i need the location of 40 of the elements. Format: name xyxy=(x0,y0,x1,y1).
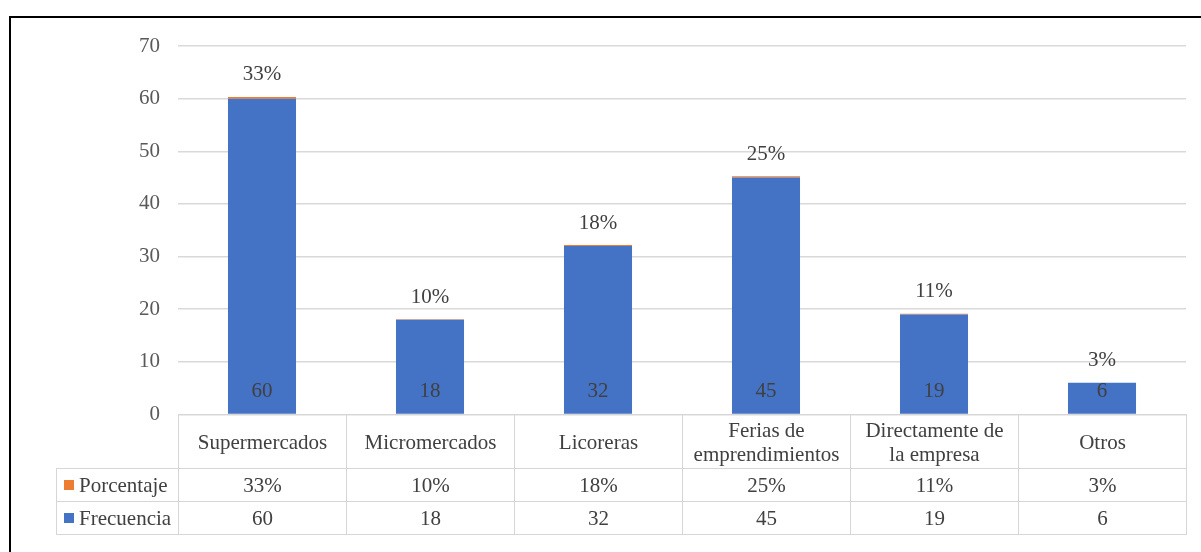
y-tick-label: 70 xyxy=(139,32,160,57)
y-tick-label: 0 xyxy=(149,400,160,425)
y-tick-label: 60 xyxy=(139,85,160,110)
y-tick-label: 30 xyxy=(139,243,160,268)
data-label: 6 xyxy=(1097,506,1108,531)
data-label: 60 xyxy=(252,506,273,531)
data-label: 18% xyxy=(579,473,618,498)
data-label: 25% xyxy=(747,473,786,498)
y-tick-label: 10 xyxy=(139,348,160,373)
y-tick-label: 20 xyxy=(139,295,160,320)
x-tick-label: Supermercados xyxy=(197,429,328,454)
text: 60 xyxy=(251,378,273,403)
data-label: 11% xyxy=(915,473,954,498)
text: 33% xyxy=(242,61,282,86)
y-tick-label: 50 xyxy=(139,137,160,162)
text: 25% xyxy=(746,140,786,165)
text: 45 xyxy=(755,378,777,403)
y-tick-label: 40 xyxy=(139,190,160,215)
text: 10% xyxy=(410,283,450,308)
x-tick-label: Ferias de emprendimientos xyxy=(692,417,841,466)
text: 3% xyxy=(1088,347,1116,372)
x-tick-label: Otros xyxy=(1079,429,1126,454)
x-tick-label: Directamente de la empresa xyxy=(864,417,1005,466)
text: 18 xyxy=(419,378,441,403)
data-label: 19 xyxy=(924,506,945,531)
data-label: 33% xyxy=(243,473,282,498)
text: 6 xyxy=(1096,378,1108,403)
text: 19 xyxy=(923,378,945,403)
x-tick-label: Micromercados xyxy=(364,429,497,454)
text: 18% xyxy=(578,209,618,234)
data-label: 10% xyxy=(411,473,450,498)
data-label: 18 xyxy=(420,506,441,531)
data-label: 3% xyxy=(1088,473,1117,498)
legend-label: Frecuencia xyxy=(79,506,172,531)
text: 11% xyxy=(915,278,953,303)
text: 32 xyxy=(587,378,609,403)
data-label: 45 xyxy=(756,506,777,531)
x-tick-label: Licoreras xyxy=(558,429,639,454)
data-label: 32 xyxy=(588,506,609,531)
legend-label: Porcentaje xyxy=(79,473,168,498)
